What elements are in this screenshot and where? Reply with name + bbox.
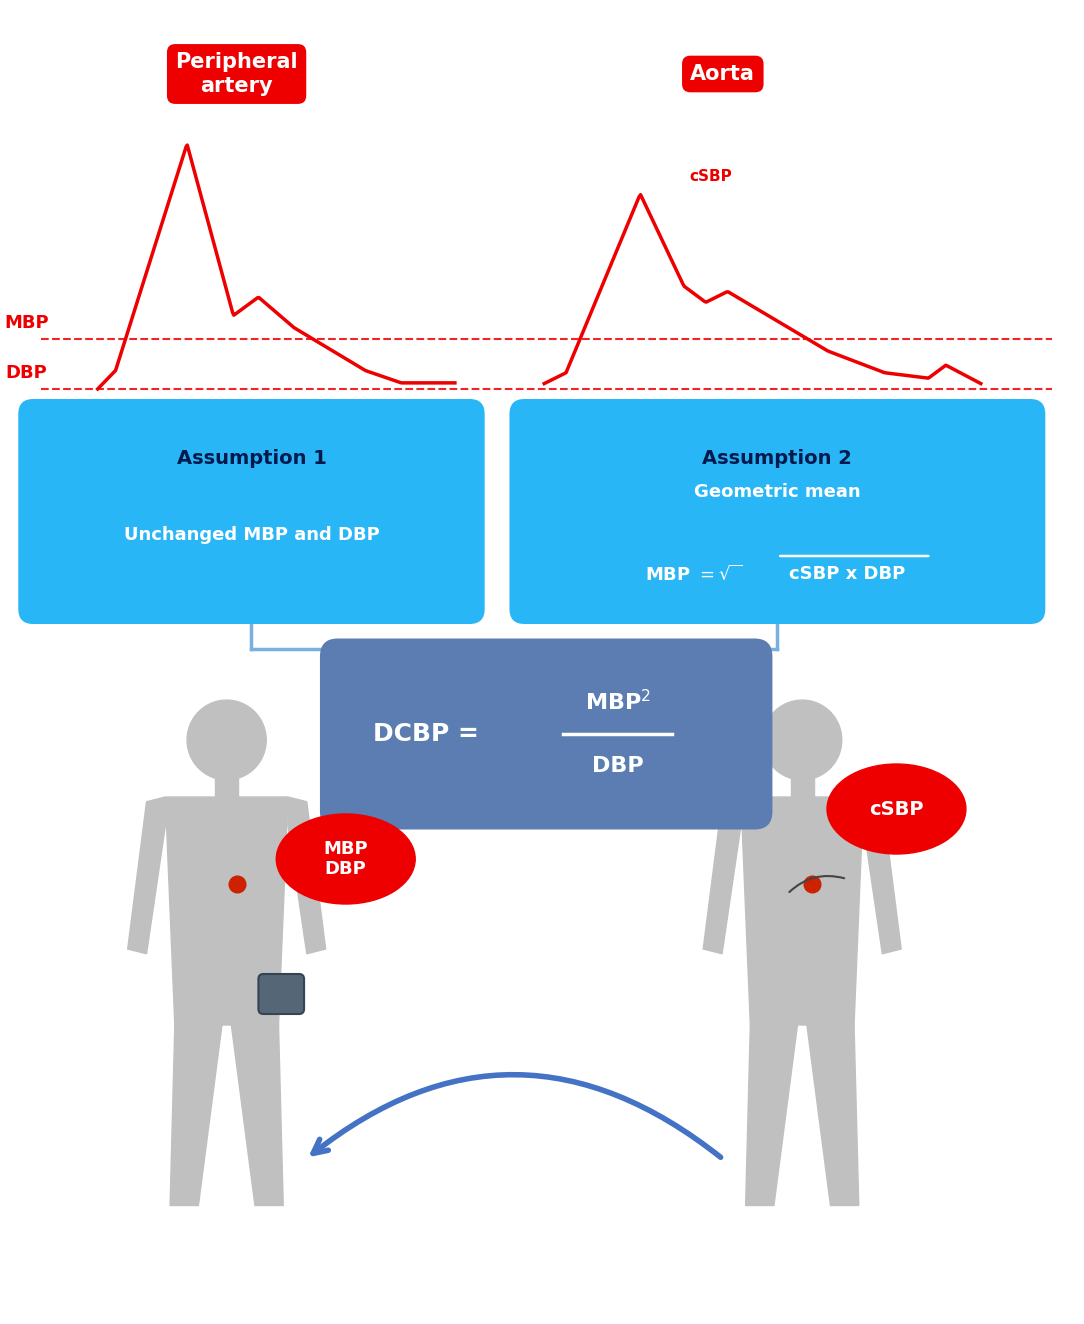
Text: Geometric mean: Geometric mean xyxy=(694,483,861,500)
Circle shape xyxy=(878,805,915,841)
Text: DBP: DBP xyxy=(5,364,47,383)
FancyBboxPatch shape xyxy=(509,399,1045,624)
Circle shape xyxy=(188,700,267,780)
Circle shape xyxy=(358,830,399,871)
Text: DBP: DBP xyxy=(592,756,644,776)
Circle shape xyxy=(763,700,842,780)
Circle shape xyxy=(876,772,917,813)
Polygon shape xyxy=(741,797,864,1025)
Text: MBP $= \sqrt{\ }$: MBP $= \sqrt{\ }$ xyxy=(645,564,741,584)
Bar xyxy=(216,740,238,797)
Text: cSBP: cSBP xyxy=(869,800,924,818)
FancyBboxPatch shape xyxy=(18,399,485,624)
Polygon shape xyxy=(166,797,288,1025)
Text: Unchanged MBP and DBP: Unchanged MBP and DBP xyxy=(124,526,379,544)
Polygon shape xyxy=(864,797,901,953)
Text: Assumption 2: Assumption 2 xyxy=(702,449,852,467)
Text: DCBP =: DCBP = xyxy=(373,722,487,745)
Circle shape xyxy=(888,784,938,834)
Circle shape xyxy=(295,835,331,871)
Text: cSBP: cSBP xyxy=(689,169,733,184)
Polygon shape xyxy=(806,1025,859,1205)
Circle shape xyxy=(337,834,387,883)
Polygon shape xyxy=(704,797,741,953)
Text: cSBP x DBP: cSBP x DBP xyxy=(789,565,905,583)
FancyBboxPatch shape xyxy=(258,974,305,1014)
Circle shape xyxy=(855,784,904,834)
Polygon shape xyxy=(170,1025,222,1205)
Polygon shape xyxy=(128,797,166,953)
Ellipse shape xyxy=(827,764,966,854)
Circle shape xyxy=(908,780,950,822)
Text: Peripheral
artery: Peripheral artery xyxy=(176,53,298,95)
Text: MBP
DBP: MBP DBP xyxy=(323,839,369,878)
Polygon shape xyxy=(231,1025,283,1205)
Text: Aorta: Aorta xyxy=(691,64,756,83)
Circle shape xyxy=(299,847,338,887)
Text: Assumption 1: Assumption 1 xyxy=(177,449,326,467)
Circle shape xyxy=(327,854,364,891)
Circle shape xyxy=(325,822,366,863)
Ellipse shape xyxy=(276,814,415,904)
Circle shape xyxy=(850,798,889,837)
Bar xyxy=(791,740,813,797)
Circle shape xyxy=(305,834,353,883)
Text: MBP: MBP xyxy=(4,314,49,332)
Polygon shape xyxy=(288,797,325,953)
Text: MBP$^2$: MBP$^2$ xyxy=(584,690,650,715)
Polygon shape xyxy=(746,1025,798,1205)
FancyBboxPatch shape xyxy=(320,638,773,830)
Circle shape xyxy=(846,785,881,822)
